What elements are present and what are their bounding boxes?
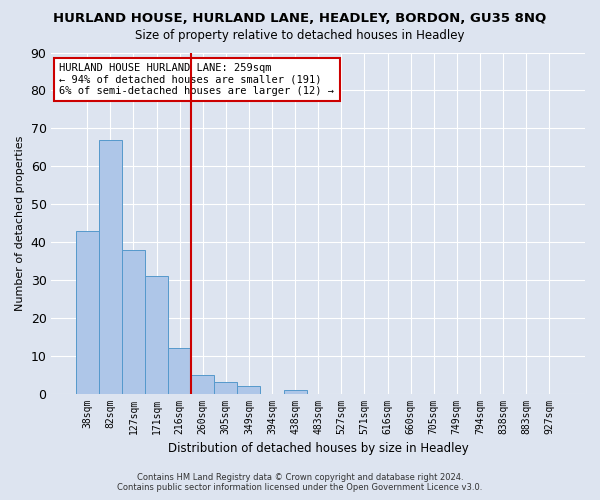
X-axis label: Distribution of detached houses by size in Headley: Distribution of detached houses by size …	[168, 442, 469, 455]
Bar	[99, 140, 122, 394]
Text: Contains HM Land Registry data © Crown copyright and database right 2024.
Contai: Contains HM Land Registry data © Crown c…	[118, 473, 482, 492]
Bar	[122, 250, 145, 394]
Text: Size of property relative to detached houses in Headley: Size of property relative to detached ho…	[135, 29, 465, 42]
Bar	[214, 382, 238, 394]
Bar	[76, 230, 99, 394]
Text: HURLAND HOUSE, HURLAND LANE, HEADLEY, BORDON, GU35 8NQ: HURLAND HOUSE, HURLAND LANE, HEADLEY, BO…	[53, 12, 547, 26]
Y-axis label: Number of detached properties: Number of detached properties	[15, 136, 25, 310]
Bar	[238, 386, 260, 394]
Bar	[284, 390, 307, 394]
Text: HURLAND HOUSE HURLAND LANE: 259sqm
← 94% of detached houses are smaller (191)
6%: HURLAND HOUSE HURLAND LANE: 259sqm ← 94%…	[59, 62, 334, 96]
Bar	[168, 348, 191, 394]
Bar	[145, 276, 168, 394]
Bar	[191, 374, 214, 394]
